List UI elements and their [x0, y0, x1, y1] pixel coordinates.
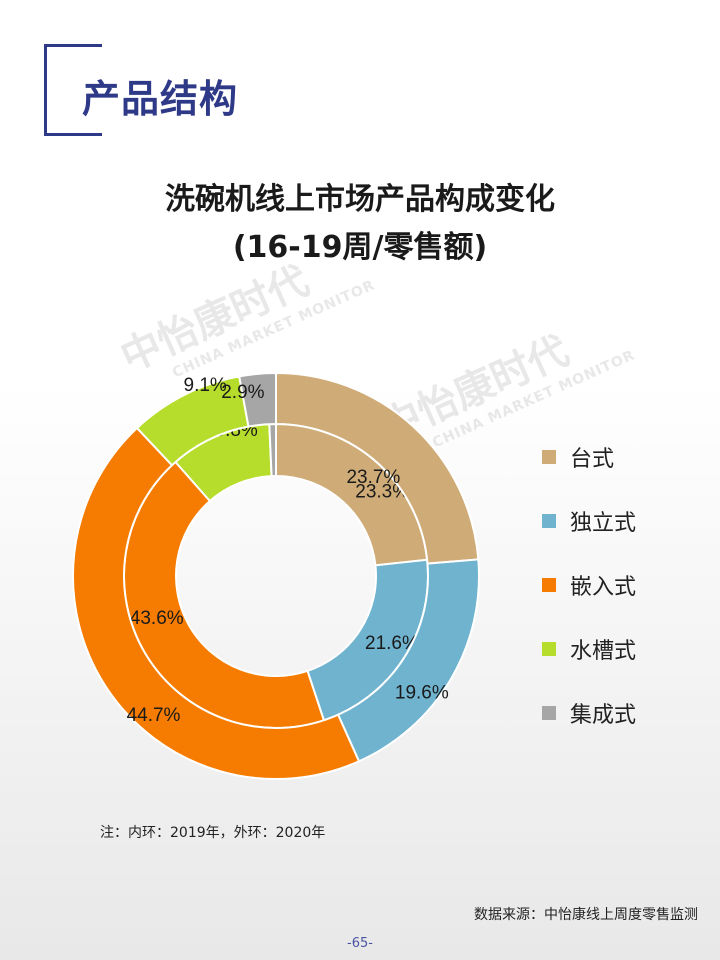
legend-label: 水槽式 [570, 639, 637, 664]
donut-outer-slice-4 [238, 371, 277, 428]
legend-item-1: 独立式 [542, 506, 636, 536]
donut-outer-label-3: 9.1% [184, 375, 227, 396]
legend-label: 台式 [570, 447, 615, 472]
donut-outer-label-0: 23.7% [346, 467, 400, 488]
donut-outer-label-1: 19.6% [395, 683, 449, 704]
page-number: -65- [347, 936, 373, 951]
donut-outer-label-2: 44.7% [127, 705, 181, 726]
donut-inner-label-2: 43.6% [130, 608, 184, 629]
donut-inner-label-1: 21.6% [365, 633, 419, 654]
legend-swatch [542, 514, 556, 528]
legend-label: 集成式 [570, 703, 637, 728]
chart-title: 洗碗机线上市场产品构成变化 [165, 182, 555, 217]
legend-item-4: 集成式 [542, 698, 636, 728]
page-title: 产品结构 [82, 77, 239, 121]
header-bracket-top [44, 44, 102, 47]
donut-inner-label-0: 23.3% [355, 481, 409, 502]
donut-outer-label-4: 2.9% [221, 382, 264, 403]
legend-swatch [542, 706, 556, 720]
header-bracket-bottom [44, 133, 102, 136]
legend-item-3: 水槽式 [542, 634, 636, 664]
legend-swatch [542, 578, 556, 592]
legend-swatch [542, 450, 556, 464]
chart-note: 注：内环：2019年，外环：2020年 [100, 825, 326, 841]
legend-label: 嵌入式 [570, 575, 637, 600]
legend-item-0: 台式 [542, 442, 614, 472]
legend-swatch [542, 642, 556, 656]
legend-label: 独立式 [570, 511, 637, 536]
donut-outer-slice-2 [72, 426, 361, 780]
legend-item-2: 嵌入式 [542, 570, 636, 600]
chart-subtitle: (16-19周/零售额) [232, 230, 488, 265]
data-source: 数据来源：中怡康线上周度零售监测 [474, 907, 698, 923]
donut-inner-slice-4 [268, 422, 277, 478]
header-bracket-left [44, 44, 47, 136]
